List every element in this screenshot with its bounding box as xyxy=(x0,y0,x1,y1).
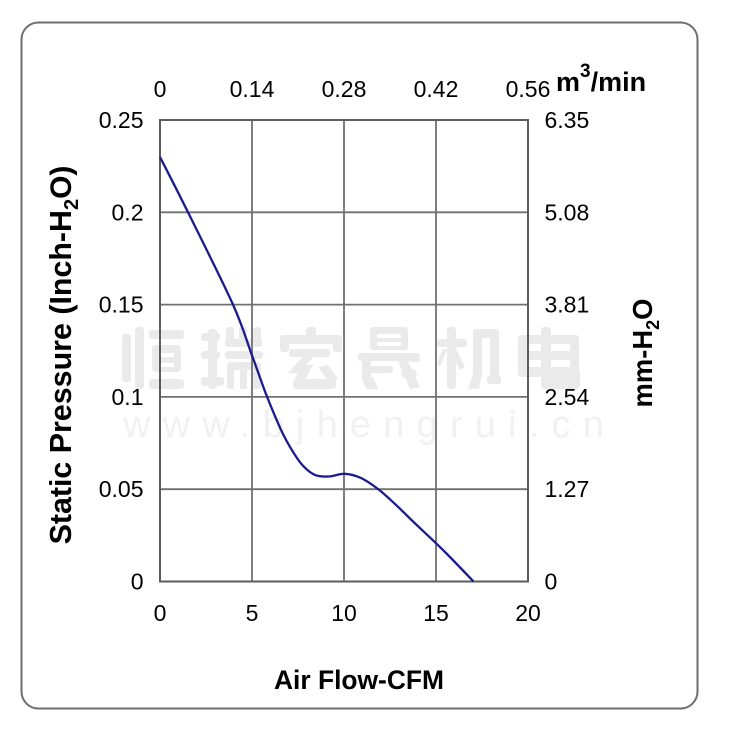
svg-text:20: 20 xyxy=(515,600,541,626)
svg-text:0.14: 0.14 xyxy=(230,76,275,102)
svg-text:0: 0 xyxy=(131,569,144,595)
svg-text:15: 15 xyxy=(423,600,449,626)
svg-text:0: 0 xyxy=(154,76,167,102)
svg-text:5: 5 xyxy=(246,600,259,626)
svg-text:0.25: 0.25 xyxy=(99,107,144,133)
svg-text:0.05: 0.05 xyxy=(99,476,144,502)
svg-text:3.81: 3.81 xyxy=(545,292,590,318)
svg-text:10: 10 xyxy=(331,600,357,626)
svg-text:www.bjhengrui.cn: www.bjhengrui.cn xyxy=(122,404,616,446)
svg-text:0.42: 0.42 xyxy=(414,76,459,102)
svg-text:0.1: 0.1 xyxy=(112,384,144,410)
svg-text:0: 0 xyxy=(154,600,167,626)
svg-text:0.2: 0.2 xyxy=(112,199,144,225)
svg-text:m3/min: m3/min xyxy=(556,61,646,97)
svg-text:0.28: 0.28 xyxy=(322,76,367,102)
svg-text:1.27: 1.27 xyxy=(545,476,590,502)
svg-text:5.08: 5.08 xyxy=(545,199,590,225)
svg-text:Static Pressure (Inch-H2O): Static Pressure (Inch-H2O) xyxy=(44,166,83,545)
svg-text:2.54: 2.54 xyxy=(545,384,590,410)
svg-text:mm-H2O: mm-H2O xyxy=(627,299,663,408)
svg-text:Air Flow-CFM: Air Flow-CFM xyxy=(274,665,444,695)
svg-text:0: 0 xyxy=(545,569,558,595)
svg-text:6.35: 6.35 xyxy=(545,107,590,133)
svg-text:0.15: 0.15 xyxy=(99,292,144,318)
svg-text:0.56: 0.56 xyxy=(506,76,551,102)
